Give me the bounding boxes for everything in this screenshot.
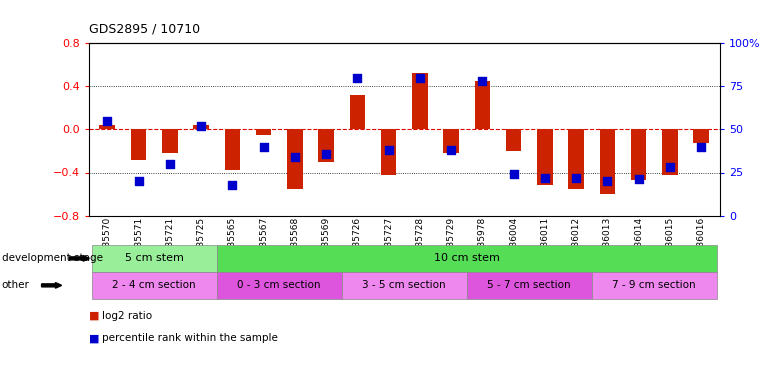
Point xyxy=(570,175,582,181)
Text: 2 - 4 cm section: 2 - 4 cm section xyxy=(112,280,196,290)
Point xyxy=(101,118,113,124)
Bar xyxy=(537,129,553,186)
Point xyxy=(695,144,708,150)
Text: percentile rank within the sample: percentile rank within the sample xyxy=(102,333,278,343)
Bar xyxy=(693,129,709,143)
Point xyxy=(195,123,207,129)
Point xyxy=(320,150,333,156)
Point xyxy=(351,75,363,81)
Point xyxy=(132,178,145,184)
Point xyxy=(539,175,551,181)
Bar xyxy=(600,129,615,194)
Point xyxy=(257,144,270,150)
Point xyxy=(413,75,426,81)
Text: 3 - 5 cm section: 3 - 5 cm section xyxy=(363,280,446,290)
Bar xyxy=(287,129,303,189)
Bar xyxy=(193,125,209,129)
Point xyxy=(507,171,520,177)
Bar xyxy=(662,129,678,175)
Text: ■: ■ xyxy=(89,333,99,343)
Text: other: other xyxy=(2,280,29,290)
Point xyxy=(476,78,488,84)
Bar xyxy=(318,129,334,162)
Text: log2 ratio: log2 ratio xyxy=(102,311,152,321)
Point xyxy=(383,147,395,153)
Bar xyxy=(474,81,490,129)
Bar xyxy=(506,129,521,151)
Bar xyxy=(631,129,647,180)
Bar xyxy=(444,129,459,153)
Point xyxy=(226,182,239,188)
Bar xyxy=(350,95,365,129)
Text: 0 - 3 cm section: 0 - 3 cm section xyxy=(237,280,321,290)
Text: 5 cm stem: 5 cm stem xyxy=(125,254,183,263)
Point xyxy=(632,176,644,182)
Point xyxy=(664,164,676,170)
Text: 5 - 7 cm section: 5 - 7 cm section xyxy=(487,280,571,290)
Bar xyxy=(256,129,271,135)
Point xyxy=(445,147,457,153)
Point xyxy=(601,178,614,184)
Bar xyxy=(131,129,146,160)
Point xyxy=(289,154,301,160)
Bar xyxy=(381,129,397,175)
Bar xyxy=(162,129,178,153)
Text: GDS2895 / 10710: GDS2895 / 10710 xyxy=(89,22,199,36)
Text: 10 cm stem: 10 cm stem xyxy=(434,254,500,263)
Bar xyxy=(225,129,240,170)
Bar xyxy=(99,125,116,129)
Point xyxy=(164,161,176,167)
Bar xyxy=(568,129,584,189)
Bar xyxy=(412,74,427,129)
Text: 7 - 9 cm section: 7 - 9 cm section xyxy=(612,280,696,290)
Text: development stage: development stage xyxy=(2,254,102,263)
Text: ■: ■ xyxy=(89,311,99,321)
